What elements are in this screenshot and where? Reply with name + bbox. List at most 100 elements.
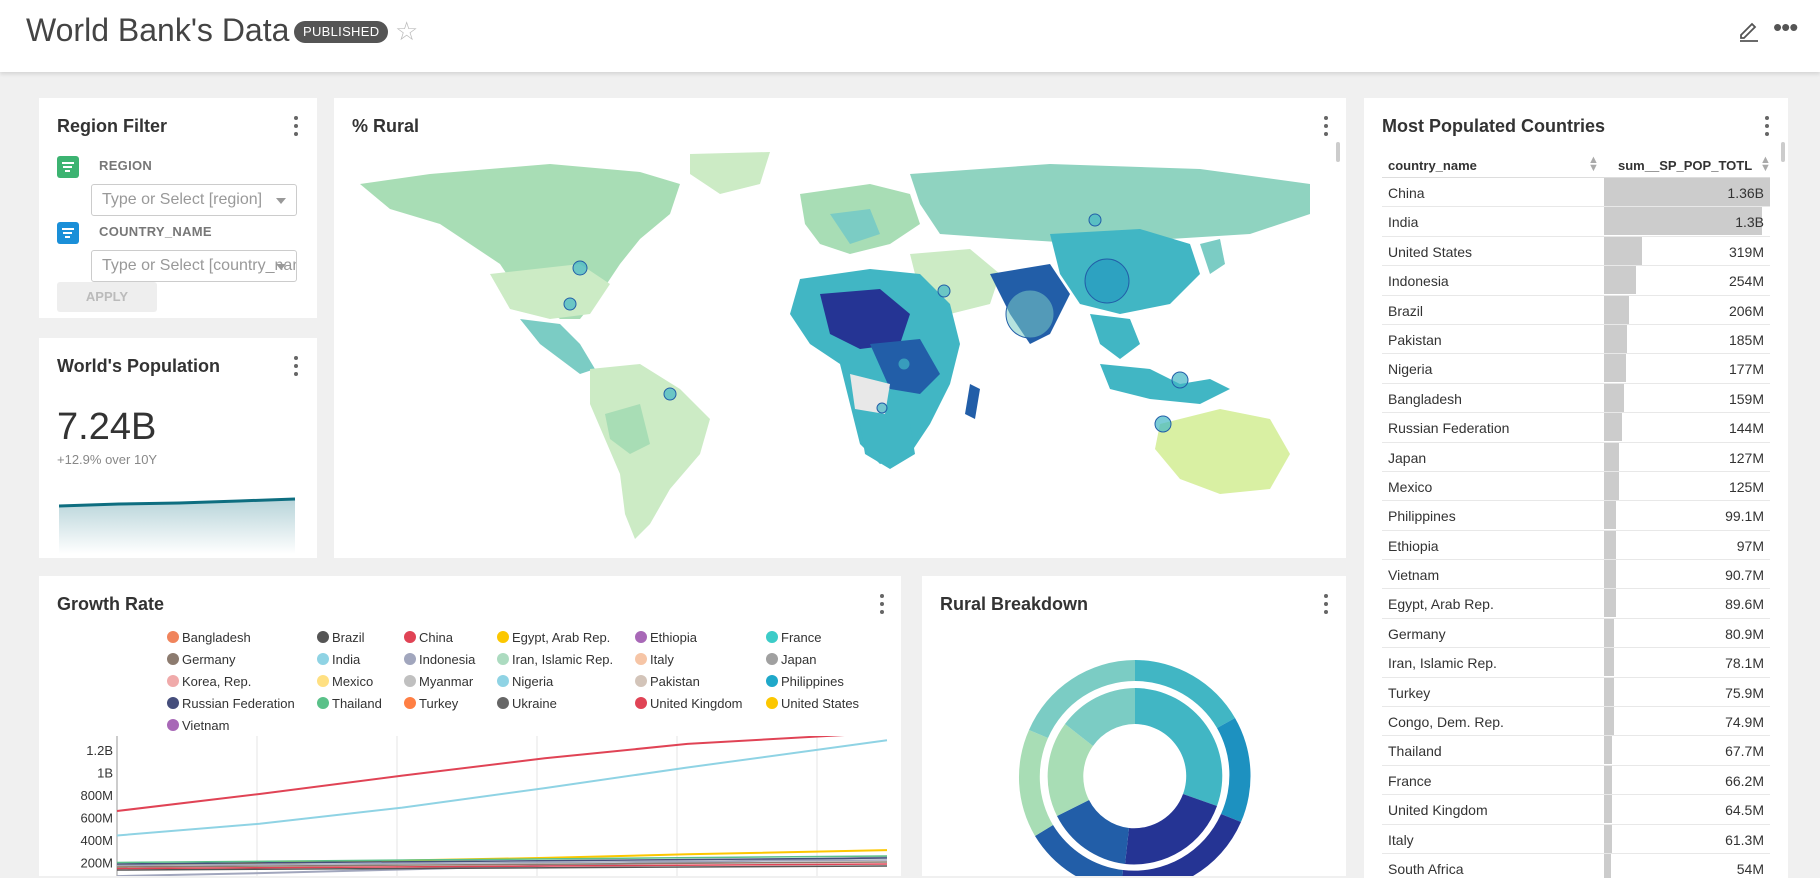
more-options-icon[interactable]: ••• bbox=[1773, 12, 1798, 42]
table-row[interactable]: Philippines 99.1M bbox=[1382, 501, 1770, 531]
published-badge[interactable]: PUBLISHED bbox=[294, 21, 389, 43]
card-menu-icon[interactable] bbox=[879, 594, 885, 614]
legend-item[interactable]: Turkey bbox=[404, 696, 458, 711]
table-row[interactable]: France 66.2M bbox=[1382, 765, 1770, 796]
table-row[interactable]: India 1.3B bbox=[1382, 207, 1770, 237]
rural-map-card: % Rural bbox=[334, 98, 1346, 558]
legend-item[interactable]: Bangladesh bbox=[167, 630, 251, 645]
table-row[interactable]: China 1.36B bbox=[1382, 178, 1770, 208]
card-menu-icon[interactable] bbox=[1764, 116, 1770, 136]
world-map[interactable] bbox=[350, 144, 1330, 544]
population-cell: 185M bbox=[1728, 331, 1764, 348]
edit-icon[interactable] bbox=[1736, 16, 1762, 42]
card-menu-icon[interactable] bbox=[293, 116, 299, 136]
table-row[interactable]: Turkey 75.9M bbox=[1382, 677, 1770, 708]
legend-item[interactable]: Indonesia bbox=[404, 652, 475, 667]
apply-button[interactable]: APPLY bbox=[57, 282, 157, 312]
legend-label: Philippines bbox=[781, 674, 844, 689]
column-header-country-name[interactable]: country_name bbox=[1388, 158, 1477, 173]
population-cell: 1.3B bbox=[1735, 214, 1764, 231]
table-row[interactable]: United Kingdom 64.5M bbox=[1382, 795, 1770, 825]
value-bar bbox=[1604, 824, 1613, 853]
table-row[interactable]: Congo, Dem. Rep. 74.9M bbox=[1382, 707, 1770, 737]
scrollbar[interactable] bbox=[1336, 142, 1340, 162]
value-bar bbox=[1604, 178, 1770, 206]
population-table: country_name ▲ ▼ sum__SP_POP_TOTL ▲ ▼ Chin… bbox=[1382, 154, 1771, 878]
table-row[interactable]: Mexico 125M bbox=[1382, 471, 1770, 502]
population-cell: 54M bbox=[1736, 860, 1764, 877]
y-tick-label: 1.2B bbox=[86, 743, 113, 758]
legend-item[interactable]: Thailand bbox=[317, 696, 382, 711]
legend-item[interactable]: Russian Federation bbox=[167, 696, 295, 711]
country-name-cell: Brazil bbox=[1388, 302, 1424, 319]
legend-item[interactable]: United States bbox=[766, 696, 859, 711]
legend-dot-icon bbox=[766, 675, 778, 687]
table-row[interactable]: Nigeria 177M bbox=[1382, 354, 1770, 384]
table-row[interactable]: United States 319M bbox=[1382, 236, 1770, 267]
legend-item[interactable]: Japan bbox=[766, 652, 816, 667]
legend-item[interactable]: Myanmar bbox=[404, 674, 473, 689]
legend-item[interactable]: India bbox=[317, 652, 360, 667]
world-population-card: World's Population 7.24B +12.9% over 10Y bbox=[39, 338, 317, 558]
legend-dot-icon bbox=[167, 719, 179, 731]
chevron-down-icon bbox=[276, 198, 286, 204]
table-row[interactable]: Russian Federation 144M bbox=[1382, 413, 1770, 443]
legend-item[interactable]: Ethiopia bbox=[635, 630, 697, 645]
sort-icon[interactable]: ▲ ▼ bbox=[1588, 154, 1599, 174]
card-menu-icon[interactable] bbox=[1323, 594, 1329, 614]
legend-item[interactable]: Korea, Rep. bbox=[167, 674, 251, 689]
table-row[interactable]: Bangladesh 159M bbox=[1382, 383, 1770, 414]
table-row[interactable]: Italy 61.3M bbox=[1382, 824, 1770, 854]
big-number-subheader: +12.9% over 10Y bbox=[57, 452, 158, 467]
legend-label: Pakistan bbox=[650, 674, 700, 689]
legend-dot-icon bbox=[404, 631, 416, 643]
legend-label: Russian Federation bbox=[182, 696, 295, 711]
legend-item[interactable]: Vietnam bbox=[167, 718, 229, 733]
table-row[interactable]: Japan 127M bbox=[1382, 442, 1770, 472]
legend-item[interactable]: Egypt, Arab Rep. bbox=[497, 630, 610, 645]
legend-item[interactable]: France bbox=[766, 630, 821, 645]
legend-item[interactable]: Brazil bbox=[317, 630, 365, 645]
country-name-select[interactable]: Type or Select [country_name] bbox=[91, 250, 297, 282]
card-menu-icon[interactable] bbox=[1323, 116, 1329, 136]
favorite-star-icon[interactable]: ☆ bbox=[395, 16, 419, 46]
table-row[interactable]: Egypt, Arab Rep. 89.6M bbox=[1382, 589, 1770, 619]
sort-icon[interactable]: ▲ ▼ bbox=[1760, 154, 1771, 174]
legend-dot-icon bbox=[167, 653, 179, 665]
value-bar bbox=[1604, 648, 1614, 677]
value-bar bbox=[1604, 295, 1629, 324]
card-title: Growth Rate bbox=[57, 594, 165, 614]
legend-item[interactable]: Ukraine bbox=[497, 696, 557, 711]
table-row[interactable]: Ethiopia 97M bbox=[1382, 530, 1770, 561]
country-name-cell: Vietnam bbox=[1388, 567, 1440, 584]
value-bar bbox=[1604, 530, 1616, 559]
legend-item[interactable]: Germany bbox=[167, 652, 235, 667]
table-row[interactable]: Brazil 206M bbox=[1382, 295, 1770, 325]
legend-item[interactable]: United Kingdom bbox=[635, 696, 743, 711]
chevron-down-icon bbox=[276, 264, 286, 270]
legend-label: Indonesia bbox=[419, 652, 476, 667]
legend-item[interactable]: Italy bbox=[635, 652, 674, 667]
column-header-population[interactable]: sum__SP_POP_TOTL bbox=[1618, 158, 1753, 173]
legend-item[interactable]: China bbox=[404, 630, 453, 645]
table-row[interactable]: Germany 80.9M bbox=[1382, 618, 1770, 649]
table-row[interactable]: Vietnam 90.7M bbox=[1382, 560, 1770, 590]
sunburst-chart[interactable] bbox=[1018, 656, 1258, 876]
table-row[interactable]: Iran, Islamic Rep. 78.1M bbox=[1382, 648, 1770, 678]
legend-item[interactable]: Nigeria bbox=[497, 674, 553, 689]
legend-item[interactable]: Mexico bbox=[317, 674, 373, 689]
legend-item[interactable]: Philippines bbox=[766, 674, 844, 689]
region-select[interactable]: Type or Select [region] bbox=[91, 184, 297, 216]
trendline-chart bbox=[59, 497, 296, 554]
legend-item[interactable]: Pakistan bbox=[635, 674, 700, 689]
legend-dot-icon bbox=[766, 697, 778, 709]
scrollbar[interactable] bbox=[1781, 142, 1785, 162]
population-cell: 67.7M bbox=[1725, 743, 1764, 760]
table-row[interactable]: Pakistan 185M bbox=[1382, 324, 1770, 355]
legend-item[interactable]: Iran, Islamic Rep. bbox=[497, 652, 613, 667]
country-name-cell: South Africa bbox=[1388, 860, 1464, 877]
legend-dot-icon bbox=[404, 675, 416, 687]
table-row[interactable]: Indonesia 254M bbox=[1382, 266, 1770, 296]
table-row[interactable]: Thailand 67.7M bbox=[1382, 736, 1770, 766]
card-menu-icon[interactable] bbox=[293, 356, 299, 376]
